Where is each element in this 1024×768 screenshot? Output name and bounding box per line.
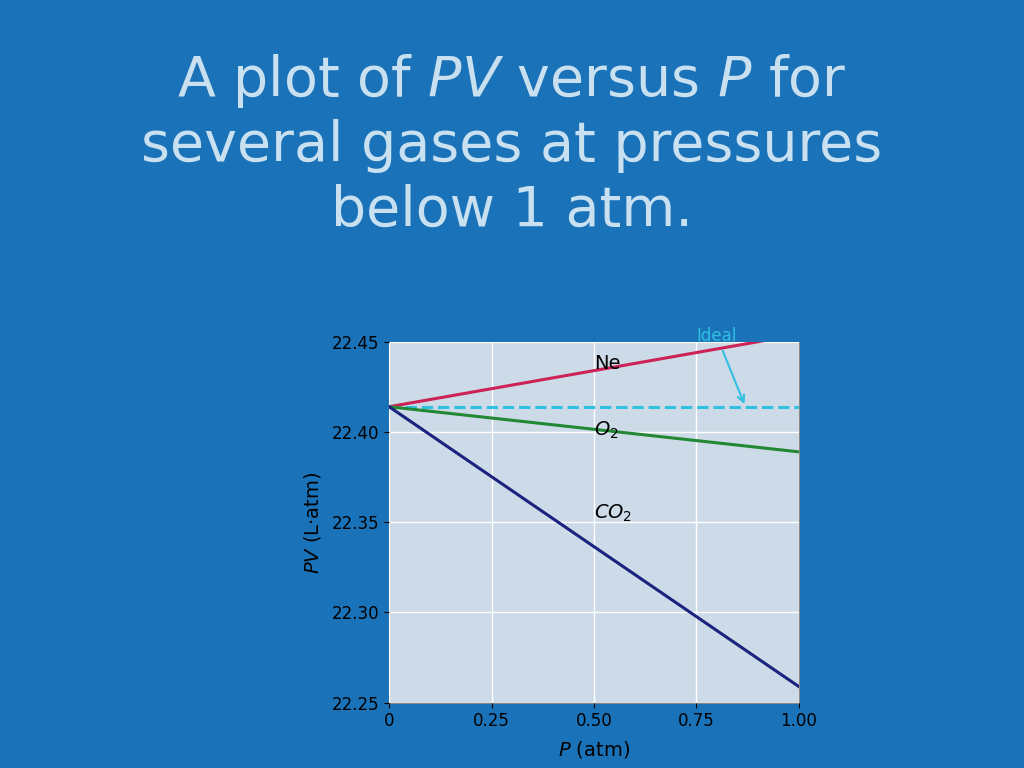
Text: $O_2$: $O_2$: [594, 419, 618, 441]
Y-axis label: $PV$ (L·atm): $PV$ (L·atm): [302, 471, 324, 574]
Text: A plot of $\mathit{PV}$ versus $\mathit{P}$ for: A plot of $\mathit{PV}$ versus $\mathit{…: [177, 51, 847, 110]
Text: below 1 atm.: below 1 atm.: [331, 184, 693, 238]
X-axis label: $P$ (atm): $P$ (atm): [558, 739, 630, 760]
Text: Ideal: Ideal: [696, 327, 744, 402]
Text: several gases at pressures: several gases at pressures: [141, 119, 883, 173]
Text: $CO_2$: $CO_2$: [594, 502, 632, 524]
Text: Ne: Ne: [594, 354, 621, 372]
